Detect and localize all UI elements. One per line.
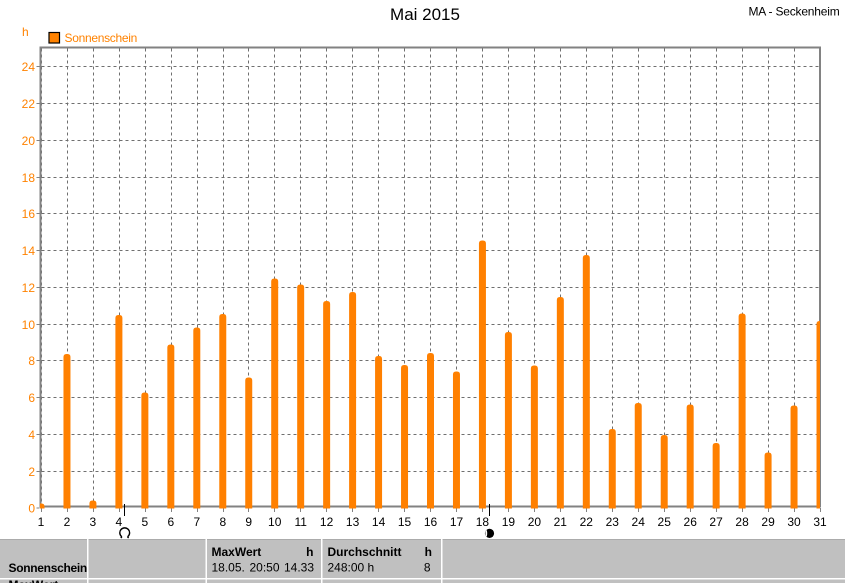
svg-text:21: 21: [554, 515, 568, 529]
svg-text:24: 24: [632, 515, 646, 529]
svg-text:16: 16: [424, 515, 438, 529]
svg-text:13: 13: [346, 515, 360, 529]
svg-text:31: 31: [813, 515, 827, 529]
svg-text:MA - Seckenheim: MA - Seckenheim: [748, 5, 839, 19]
svg-text:12: 12: [320, 515, 334, 529]
svg-text:15: 15: [398, 515, 412, 529]
svg-text:23: 23: [606, 515, 620, 529]
svg-text:24: 24: [22, 60, 36, 74]
svg-text:12: 12: [22, 281, 36, 295]
svg-text:4: 4: [28, 428, 35, 442]
svg-text:10: 10: [268, 515, 282, 529]
svg-text:6: 6: [167, 515, 174, 529]
svg-text:18.05.: 18.05.: [212, 561, 245, 575]
svg-text:29: 29: [761, 515, 775, 529]
svg-text:6: 6: [28, 391, 35, 405]
svg-text:10: 10: [22, 318, 36, 332]
svg-text:19: 19: [502, 515, 516, 529]
svg-text:1: 1: [38, 515, 45, 529]
svg-text:18: 18: [476, 515, 490, 529]
svg-text:14: 14: [22, 244, 36, 258]
svg-text:25: 25: [658, 515, 672, 529]
svg-text:17: 17: [450, 515, 464, 529]
svg-text:28: 28: [735, 515, 749, 529]
svg-text:7: 7: [193, 515, 200, 529]
svg-text:14: 14: [372, 515, 386, 529]
svg-text:8: 8: [219, 515, 226, 529]
svg-text:27: 27: [709, 515, 723, 529]
svg-text:30: 30: [787, 515, 801, 529]
svg-text:Sonnenschein: Sonnenschein: [9, 561, 87, 575]
svg-text:18: 18: [22, 171, 36, 185]
svg-text:26: 26: [684, 515, 698, 529]
svg-text:h: h: [306, 545, 313, 559]
svg-text:3: 3: [90, 515, 97, 529]
svg-text:22: 22: [22, 97, 36, 111]
svg-text:2: 2: [64, 515, 71, 529]
svg-text:11: 11: [294, 515, 307, 529]
svg-text:MaxWert: MaxWert: [9, 578, 59, 583]
svg-text:5: 5: [142, 515, 149, 529]
svg-text:9: 9: [245, 515, 252, 529]
svg-text:Sonnenschein: Sonnenschein: [65, 31, 137, 45]
svg-text:h: h: [22, 25, 29, 39]
svg-text:8: 8: [424, 561, 431, 575]
svg-text:248:00 h: 248:00 h: [328, 561, 375, 575]
svg-text:0: 0: [28, 502, 35, 516]
svg-text:8: 8: [28, 354, 35, 368]
svg-text:h: h: [425, 545, 432, 559]
svg-text:Durchschnitt: Durchschnitt: [328, 545, 402, 559]
svg-text:20: 20: [22, 134, 36, 148]
svg-text:MaxWert: MaxWert: [212, 545, 262, 559]
svg-text:14.33: 14.33: [284, 561, 314, 575]
svg-text:20:50: 20:50: [250, 561, 280, 575]
svg-text:20: 20: [528, 515, 542, 529]
svg-text:16: 16: [22, 207, 36, 221]
svg-text:22: 22: [580, 515, 594, 529]
svg-text:4: 4: [116, 515, 123, 529]
svg-text:2: 2: [28, 465, 35, 479]
svg-text:Mai 2015: Mai 2015: [390, 5, 460, 24]
